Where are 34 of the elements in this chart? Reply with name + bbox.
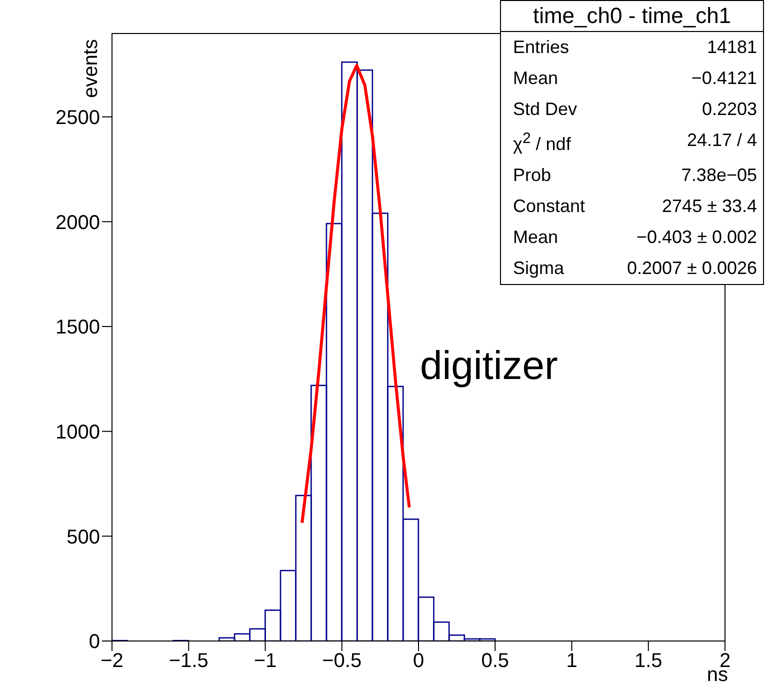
- annotation: 2745 ± 33.4: [662, 196, 757, 217]
- line-series: [300, 64, 411, 524]
- y-tick-label: 1000: [56, 421, 100, 444]
- x-tick-label: −0.5: [322, 650, 362, 672]
- x-tick-label: −1.5: [168, 650, 208, 672]
- x-tick-label: 1: [566, 650, 578, 672]
- annotation: digitizer: [420, 344, 558, 389]
- y-tick-label: 2500: [56, 106, 100, 129]
- annotation: χ$^{2}$ / ndf: [513, 130, 571, 155]
- annotation: Mean: [513, 68, 558, 89]
- x-tick-label: 1.5: [634, 650, 662, 672]
- annotation: 0.2007 ± 0.0026: [627, 258, 757, 279]
- x-tick-label: −1: [254, 650, 277, 672]
- x-tick-label: −2: [100, 650, 124, 672]
- y-axis-title: events: [80, 39, 103, 98]
- annotation: Mean: [513, 227, 558, 248]
- annotation: −0.403 ± 0.002: [636, 227, 757, 248]
- text: time_ch0 - time_ch1: [501, 1, 763, 32]
- annotation: 0.2203: [702, 99, 757, 120]
- annotation: −0.4121: [691, 68, 757, 89]
- annotation: 24.17 / 4: [686, 130, 757, 152]
- annotation: Entries: [513, 37, 570, 58]
- x-tick-label: 0.5: [481, 650, 510, 672]
- annotation: Prob: [513, 165, 552, 186]
- y-tick-label: 1500: [56, 316, 100, 339]
- annotation: 14181: [706, 37, 757, 58]
- y-tick-label: 500: [66, 526, 100, 548]
- annotation: 7.38e−05: [681, 165, 757, 186]
- y-tick-label: 2000: [56, 212, 100, 234]
- annotation: Sigma: [513, 258, 564, 279]
- x-tick-label: 0: [412, 650, 424, 672]
- annotation: Constant: [513, 196, 586, 217]
- annotation: Std Dev: [513, 99, 578, 120]
- y-tick-label: 0: [88, 631, 100, 654]
